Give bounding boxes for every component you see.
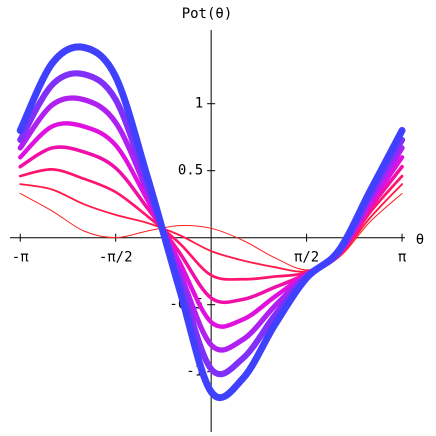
y-tick-label: 1 (195, 96, 203, 112)
x-tick-label: -π/2 (99, 250, 133, 266)
x-axis-label: θ (416, 232, 424, 248)
y-tick-label: 0.5 (178, 163, 203, 179)
curve (16, 43, 406, 402)
x-tick-label: -π (12, 250, 29, 266)
x-tick-label: π (398, 250, 407, 266)
chart-title: Pot(θ) (182, 6, 233, 22)
x-tick-label: π/2 (294, 250, 319, 266)
